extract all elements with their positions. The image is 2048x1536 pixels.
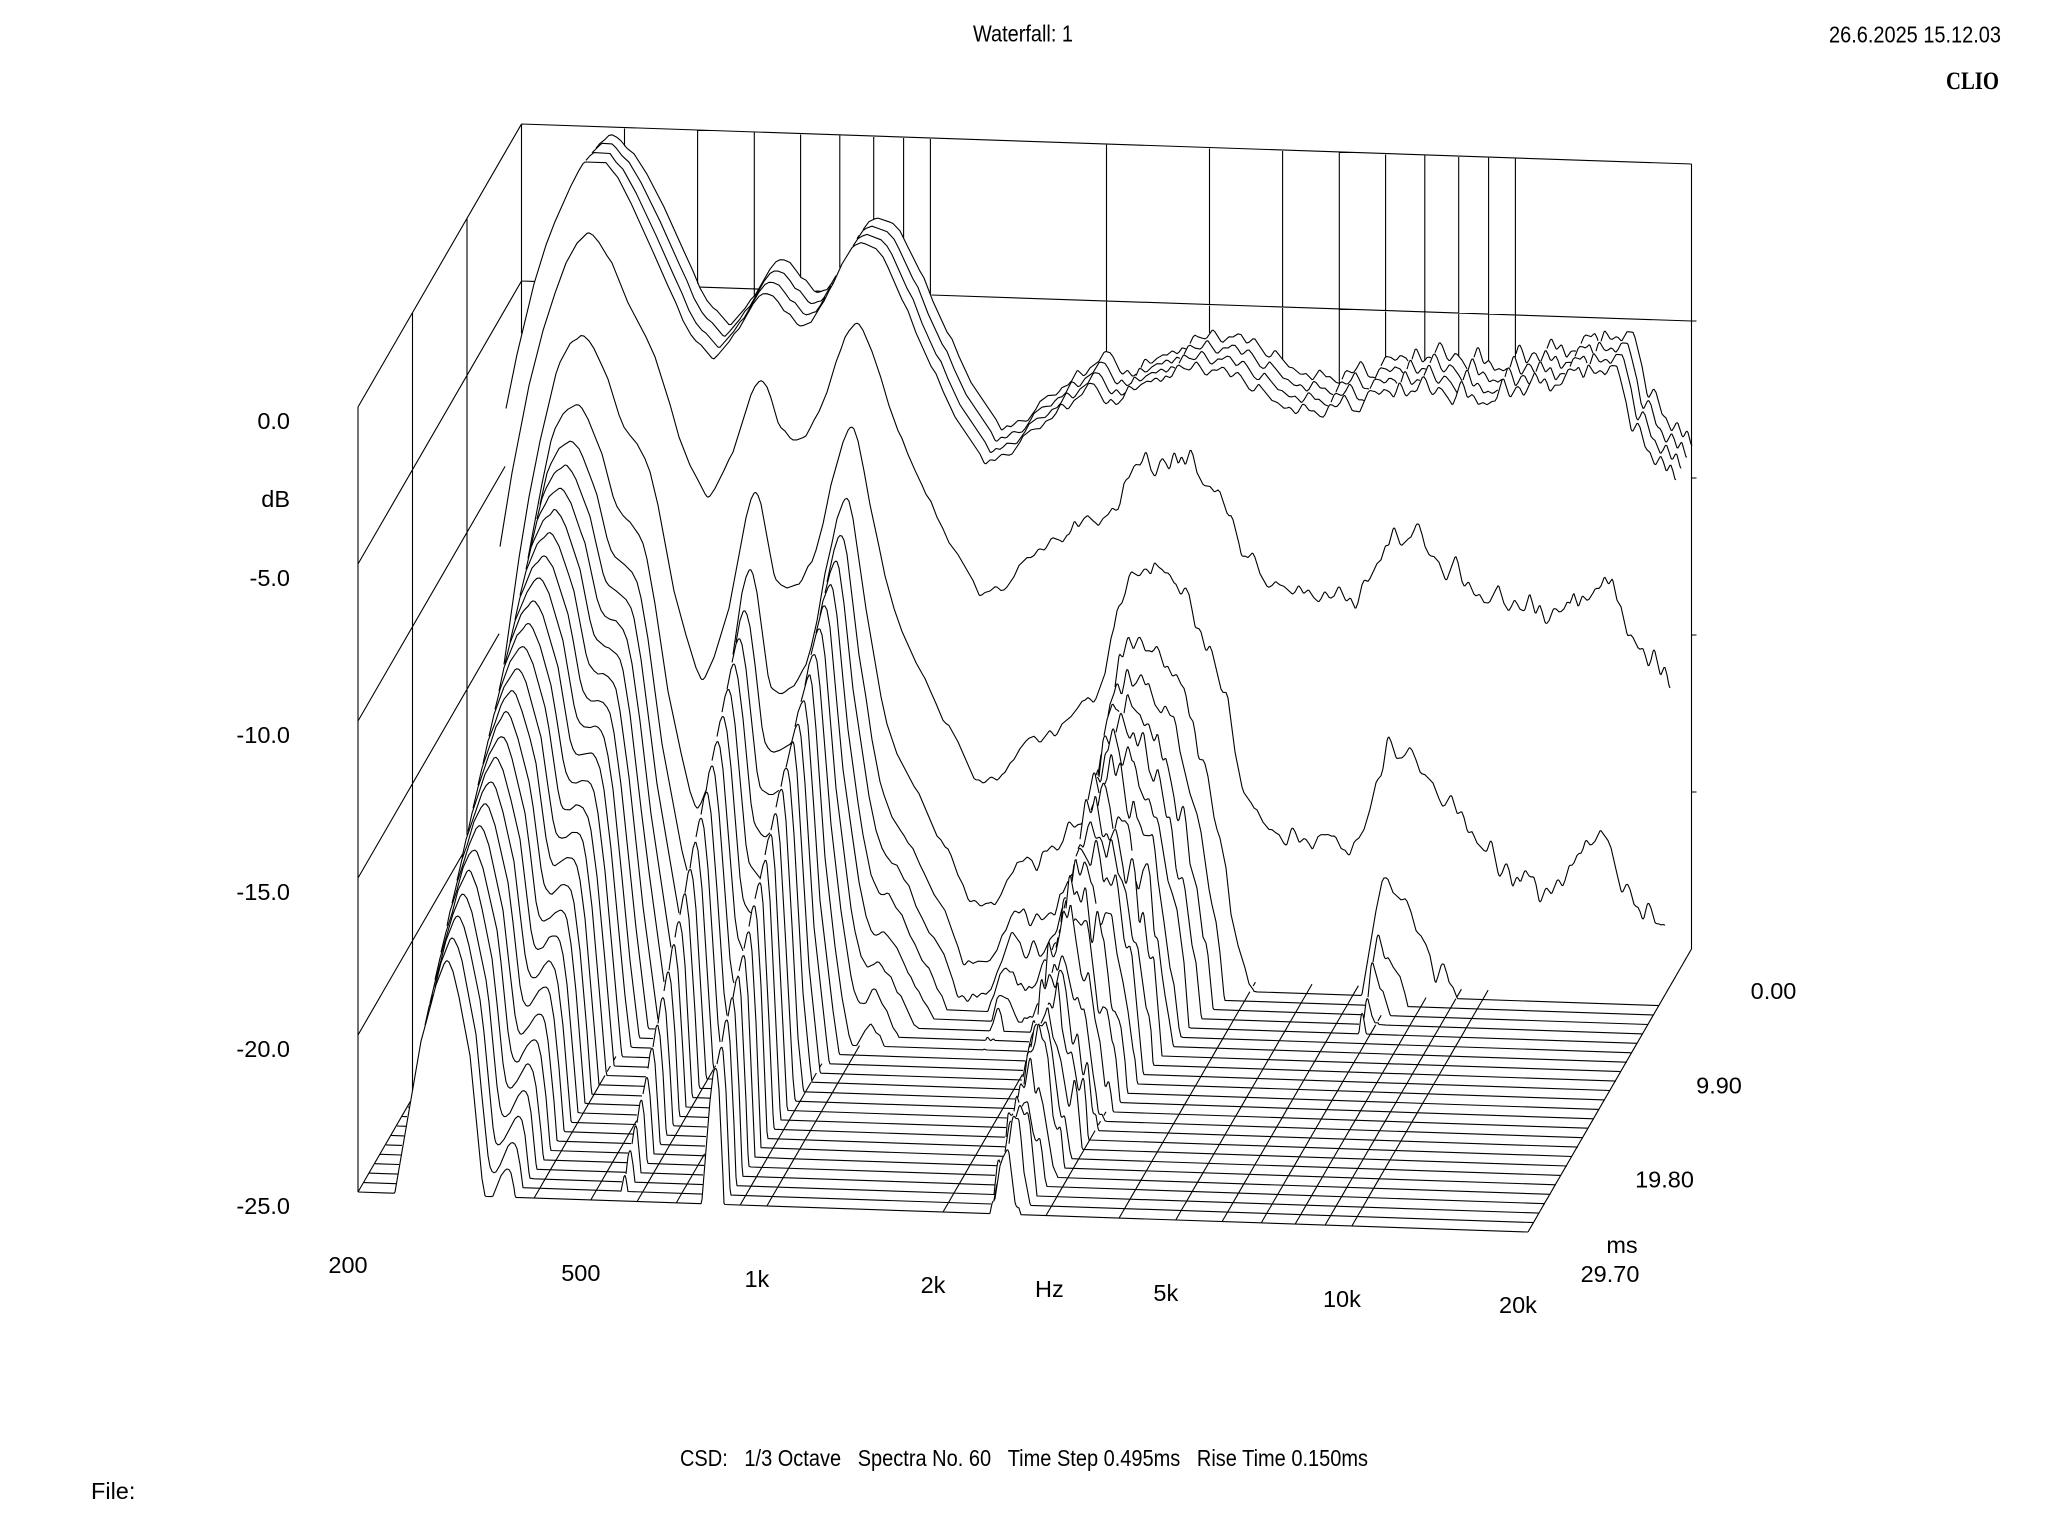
svg-text:CSD: 1/3 Octave Spectra No: CSD: 1/3 Octave Spectra No. 60 Time Step… xyxy=(680,1445,1368,1471)
svg-text:0.00: 0.00 xyxy=(1751,978,1797,1004)
svg-text:26.6.2025 15.12.03: 26.6.2025 15.12.03 xyxy=(1829,22,2001,48)
svg-text:5k: 5k xyxy=(1153,1280,1178,1306)
svg-text:CLIO: CLIO xyxy=(1946,68,1999,95)
svg-text:500: 500 xyxy=(561,1260,600,1286)
svg-text:10k: 10k xyxy=(1323,1286,1361,1312)
svg-text:20k: 20k xyxy=(1499,1292,1537,1318)
svg-text:-15.0: -15.0 xyxy=(236,879,290,905)
svg-text:200: 200 xyxy=(328,1252,367,1278)
svg-text:ms: ms xyxy=(1606,1232,1637,1258)
svg-text:-20.0: -20.0 xyxy=(236,1036,290,1062)
svg-text:29.70: 29.70 xyxy=(1581,1261,1640,1287)
svg-text:19.80: 19.80 xyxy=(1635,1167,1694,1193)
svg-text:-25.0: -25.0 xyxy=(236,1193,290,1219)
svg-text:Waterfall: 1: Waterfall: 1 xyxy=(973,21,1073,47)
svg-text:0.0: 0.0 xyxy=(257,408,290,434)
svg-text:dB: dB xyxy=(261,486,290,512)
svg-text:-5.0: -5.0 xyxy=(250,565,291,591)
svg-text:-10.0: -10.0 xyxy=(236,722,290,748)
svg-text:2k: 2k xyxy=(921,1272,946,1298)
svg-text:Hz: Hz xyxy=(1035,1276,1064,1302)
svg-text:9.90: 9.90 xyxy=(1696,1072,1742,1098)
svg-text:File:: File: xyxy=(91,1478,135,1504)
svg-text:1k: 1k xyxy=(744,1266,769,1292)
